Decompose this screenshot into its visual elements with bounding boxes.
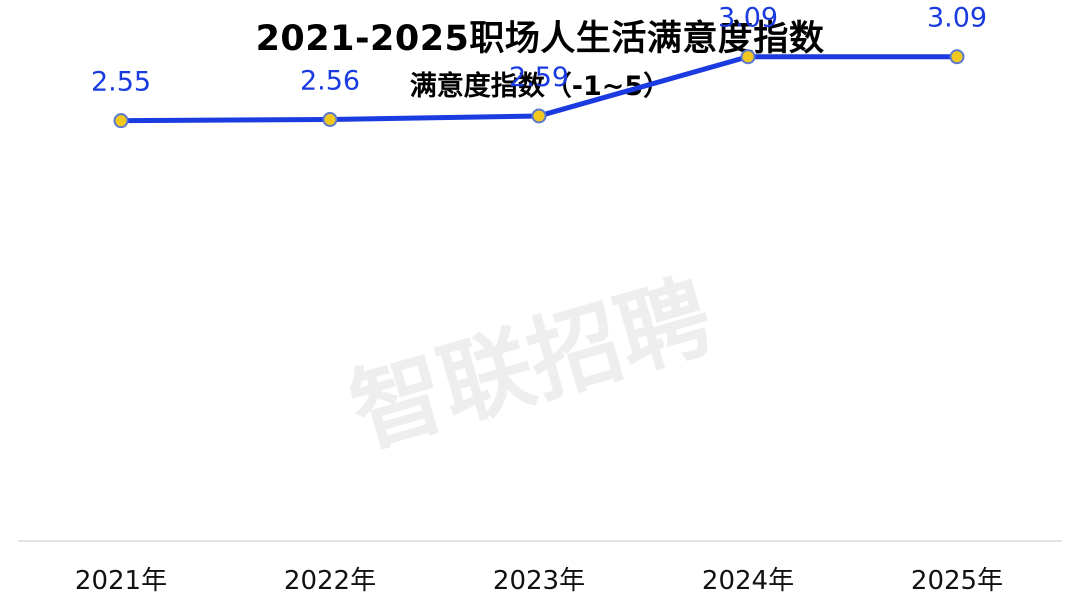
chart-title: 2021-2025职场人生活满意度指数 [255, 19, 825, 59]
x-tick-label: 2023年 [493, 566, 585, 596]
x-tick-label: 2024年 [702, 566, 794, 596]
watermark-text: 智联招聘 [340, 263, 723, 467]
x-tick-label: 2025年 [911, 566, 1003, 596]
chart-subtitle: 满意度指数（-1~5） [409, 71, 671, 102]
data-label: 3.09 [718, 3, 778, 34]
x-tick-label: 2022年 [284, 566, 376, 596]
data-label: 3.09 [927, 3, 987, 34]
data-point[interactable] [531, 108, 547, 124]
data-label: 2.55 [91, 67, 151, 98]
data-label: 2.56 [300, 65, 360, 96]
data-point[interactable] [322, 111, 338, 127]
data-point[interactable] [740, 49, 756, 65]
data-point[interactable] [949, 49, 965, 65]
data-label: 2.59 [509, 62, 569, 93]
x-tick-label: 2021年 [75, 566, 167, 596]
data-point[interactable] [113, 113, 129, 129]
